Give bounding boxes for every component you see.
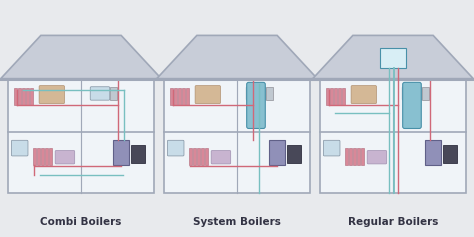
Bar bbox=[113, 140, 129, 165]
Bar bbox=[361, 148, 364, 165]
Bar bbox=[422, 87, 429, 100]
Bar bbox=[287, 145, 301, 163]
Bar bbox=[326, 88, 329, 105]
Bar bbox=[164, 79, 310, 192]
Bar bbox=[8, 79, 154, 192]
Bar bbox=[49, 148, 52, 165]
Text: System Boilers: System Boilers bbox=[193, 217, 281, 227]
FancyBboxPatch shape bbox=[323, 140, 340, 156]
Text: Regular Boilers: Regular Boilers bbox=[348, 217, 438, 227]
FancyBboxPatch shape bbox=[195, 86, 220, 104]
Bar bbox=[330, 88, 333, 105]
Bar bbox=[425, 140, 441, 165]
FancyBboxPatch shape bbox=[367, 150, 387, 164]
Bar bbox=[345, 148, 348, 165]
Bar bbox=[338, 88, 341, 105]
Bar bbox=[186, 88, 189, 105]
Bar bbox=[197, 148, 200, 165]
Bar bbox=[380, 48, 406, 68]
Bar bbox=[349, 148, 352, 165]
Bar bbox=[189, 148, 192, 165]
Bar bbox=[320, 79, 466, 192]
FancyBboxPatch shape bbox=[402, 87, 422, 100]
FancyBboxPatch shape bbox=[90, 87, 110, 100]
Polygon shape bbox=[157, 35, 317, 79]
FancyBboxPatch shape bbox=[55, 150, 75, 164]
FancyBboxPatch shape bbox=[246, 82, 265, 128]
Polygon shape bbox=[0, 35, 161, 79]
Bar bbox=[46, 148, 48, 165]
Bar bbox=[110, 87, 118, 100]
Bar bbox=[22, 88, 25, 105]
Bar bbox=[14, 88, 17, 105]
Bar bbox=[182, 88, 185, 105]
Bar bbox=[174, 88, 177, 105]
Bar bbox=[131, 145, 145, 163]
Bar bbox=[27, 88, 29, 105]
Bar bbox=[30, 88, 33, 105]
Bar bbox=[334, 88, 337, 105]
FancyBboxPatch shape bbox=[246, 87, 266, 100]
FancyBboxPatch shape bbox=[39, 86, 64, 104]
Bar bbox=[266, 87, 273, 100]
Bar bbox=[170, 88, 173, 105]
Bar bbox=[342, 88, 345, 105]
Bar bbox=[193, 148, 196, 165]
Bar bbox=[205, 148, 208, 165]
FancyBboxPatch shape bbox=[351, 86, 376, 104]
Bar bbox=[18, 88, 21, 105]
Bar bbox=[41, 148, 44, 165]
FancyBboxPatch shape bbox=[211, 150, 231, 164]
Bar bbox=[353, 148, 356, 165]
Bar bbox=[178, 88, 181, 105]
Bar bbox=[357, 148, 360, 165]
Bar bbox=[269, 140, 285, 165]
Bar bbox=[201, 148, 204, 165]
FancyBboxPatch shape bbox=[167, 140, 184, 156]
Polygon shape bbox=[313, 35, 474, 79]
Bar bbox=[33, 148, 36, 165]
FancyBboxPatch shape bbox=[11, 140, 28, 156]
Bar bbox=[443, 145, 457, 163]
Text: Combi Boilers: Combi Boilers bbox=[40, 217, 122, 227]
FancyBboxPatch shape bbox=[403, 82, 421, 128]
Bar bbox=[37, 148, 40, 165]
